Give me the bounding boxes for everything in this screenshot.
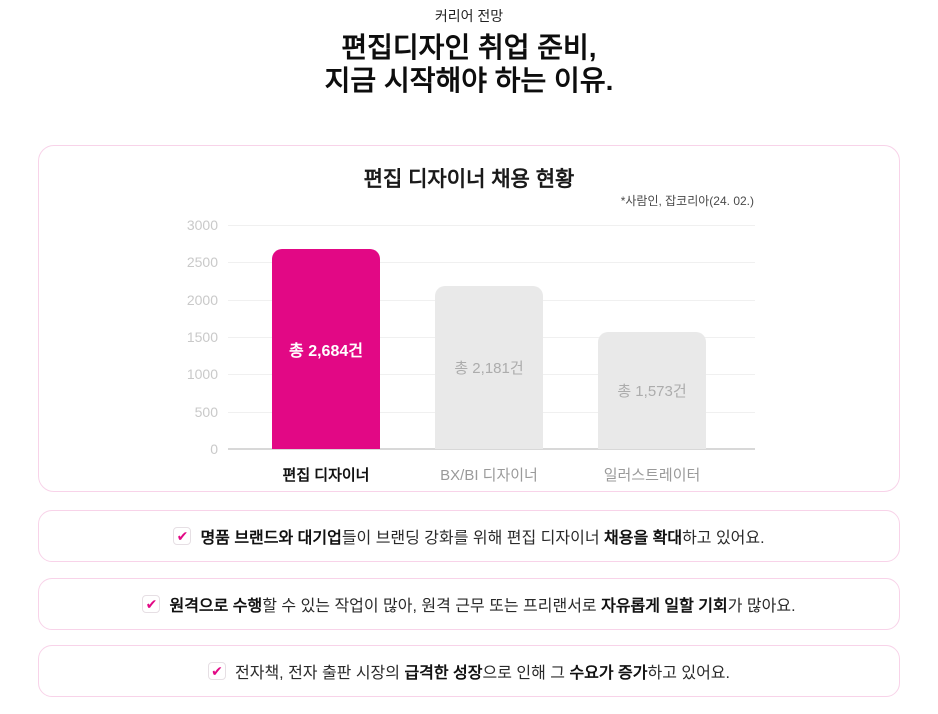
bar-2: 총 2,181건: [435, 286, 543, 449]
category-label: BX/BI 디자이너: [440, 467, 538, 484]
gridline: [228, 262, 755, 264]
callout-remote: ✔ 원격으로 수행할 수 있는 작업이 많아, 원격 근무 또는 프리랜서로 자…: [38, 578, 900, 630]
y-axis-tick-label: 1500: [186, 329, 218, 345]
y-axis-tick-label: 0: [210, 441, 218, 457]
gridline: [228, 225, 755, 226]
header: 커리어 전망 편집디자인 취업 준비, 지금 시작해야 하는 이유.: [0, 6, 938, 97]
category-label: 편집 디자이너: [282, 467, 370, 484]
check-icon: ✔: [208, 662, 227, 680]
bar-value-label: 총 2,684건: [289, 343, 363, 360]
check-icon: ✔: [142, 595, 161, 613]
bar-value-label: 총 2,181건: [454, 360, 524, 377]
callout-text: 원격으로 수행할 수 있는 작업이 많아, 원격 근무 또는 프리랜서로 자유롭…: [169, 598, 796, 615]
page-title: 편집디자인 취업 준비, 지금 시작해야 하는 이유.: [0, 31, 938, 97]
chart-card: 편집 디자이너 채용 현황 *사람인, 잡코리아(24. 02.) 0 500 10…: [38, 145, 900, 492]
category-label: 일러스트레이터: [603, 467, 701, 484]
check-icon: ✔: [173, 527, 192, 545]
eyebrow-label: 커리어 전망: [434, 8, 504, 24]
page-title-line-1: 편집디자인 취업 준비,: [341, 32, 597, 63]
y-axis-tick-label: 3000: [186, 217, 218, 233]
bar-3: 총 1,573건: [598, 332, 706, 449]
y-axis-tick-label: 2000: [186, 291, 218, 308]
y-axis-tick-label: 1000: [186, 366, 218, 383]
chart-source-note: *사람인, 잡코리아(24. 02.): [620, 194, 754, 208]
callout-text: 명품 브랜드와 대기업들이 브랜딩 강화를 위해 편집 디자이너 채용을 확대하…: [200, 530, 765, 547]
page-title-line-2: 지금 시작해야 하는 이유.: [324, 65, 614, 96]
gridline: [228, 448, 755, 450]
y-axis-tick-label: 2500: [186, 254, 218, 271]
callout-hiring: ✔ 명품 브랜드와 대기업들이 브랜딩 강화를 위해 편집 디자이너 채용을 확…: [38, 510, 900, 562]
callout-ebook: ✔ 전자책, 전자 출판 시장의 급격한 성장으로 인해 그 수요가 증가하고 …: [38, 645, 900, 697]
callout-text: 전자책, 전자 출판 시장의 급격한 성장으로 인해 그 수요가 증가하고 있어…: [235, 665, 730, 682]
chart-title: 편집 디자이너 채용 현황: [363, 168, 575, 191]
y-axis-tick-label: 500: [194, 403, 218, 420]
bar-value-label: 총 1,573건: [617, 383, 687, 400]
bar-1: 총 2,684건: [272, 249, 380, 449]
